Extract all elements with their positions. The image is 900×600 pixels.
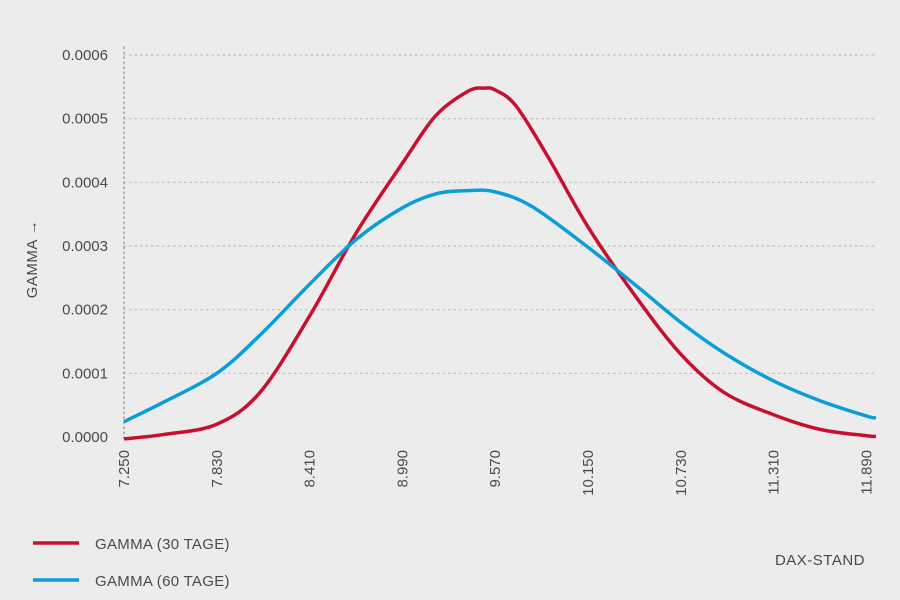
series-line-30-tage [123,86,877,441]
label-layer: 0.0000 0.0001 0.0002 0.0003 0.0004 0.0005 0.00… [62,47,875,496]
legend-label-60-tage: GAMMA (60 TAGE) [95,573,230,590]
legend: GAMMA (30 TAGE) GAMMA (60 TAGE) [33,536,230,590]
x-tick-label: 11.310 [766,450,783,495]
x-tick-label: 10.730 [673,450,690,496]
y-tick-label: 0.0006 [62,47,108,64]
x-tick-label: 8.410 [302,450,319,488]
legend-label-30-tage: GAMMA (30 TAGE) [95,536,230,553]
y-tick-label: 0.0003 [62,238,108,255]
y-tick-label: 0.0002 [62,302,108,319]
x-tick-label: 7.250 [116,450,133,488]
series-layer [123,86,877,441]
x-tick-label: 8.990 [394,450,411,488]
grid-layer [123,54,877,374]
y-tick-label: 0.0001 [62,365,108,382]
y-tick-label: 0.0005 [62,111,108,128]
y-axis-title: GAMMA → [24,220,41,299]
x-tick-label: 11.890 [858,450,875,495]
series-line-60-tage [123,188,877,424]
x-axis-title: DAX-STAND [775,552,865,569]
y-tick-label: 0.0004 [62,174,108,191]
x-tick-label: 7.830 [209,450,226,488]
x-tick-label: 9.570 [487,450,504,488]
y-tick-label: 0.0000 [62,429,108,446]
x-tick-label: 10.150 [580,450,597,496]
